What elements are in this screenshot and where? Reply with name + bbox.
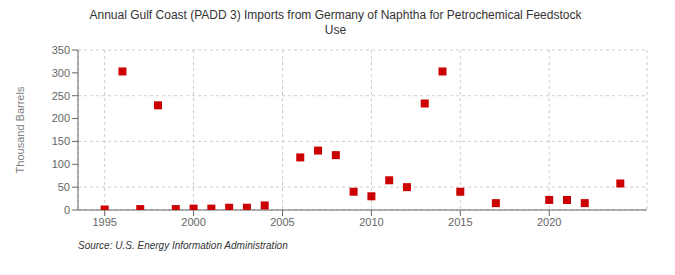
svg-text:2005: 2005 [270, 216, 294, 228]
svg-text:300: 300 [52, 67, 70, 79]
html-text:Annual Gulf Coast (PADD 3) Imp: Annual Gulf Coast (PADD 3) Imports from … [89, 8, 582, 22]
svg-text:50: 50 [58, 181, 70, 193]
svg-text:2015: 2015 [448, 216, 472, 228]
svg-text:200: 200 [52, 112, 70, 124]
svg-text:Thousand Barrels: Thousand Barrels [14, 86, 26, 173]
svg-text:0: 0 [64, 204, 70, 216]
html-text:Source: U.S. Energy Informatio: Source: U.S. Energy Information Administ… [78, 240, 288, 251]
svg-text:1995: 1995 [92, 216, 116, 228]
svg-text:2010: 2010 [359, 216, 383, 228]
svg-text:100: 100 [52, 158, 70, 170]
svg-text:2020: 2020 [537, 216, 561, 228]
svg-text:250: 250 [52, 90, 70, 102]
svg-text:150: 150 [52, 135, 70, 147]
svg-text:2000: 2000 [181, 216, 205, 228]
html-text:Use: Use [324, 23, 347, 37]
svg-text:350: 350 [52, 44, 70, 56]
